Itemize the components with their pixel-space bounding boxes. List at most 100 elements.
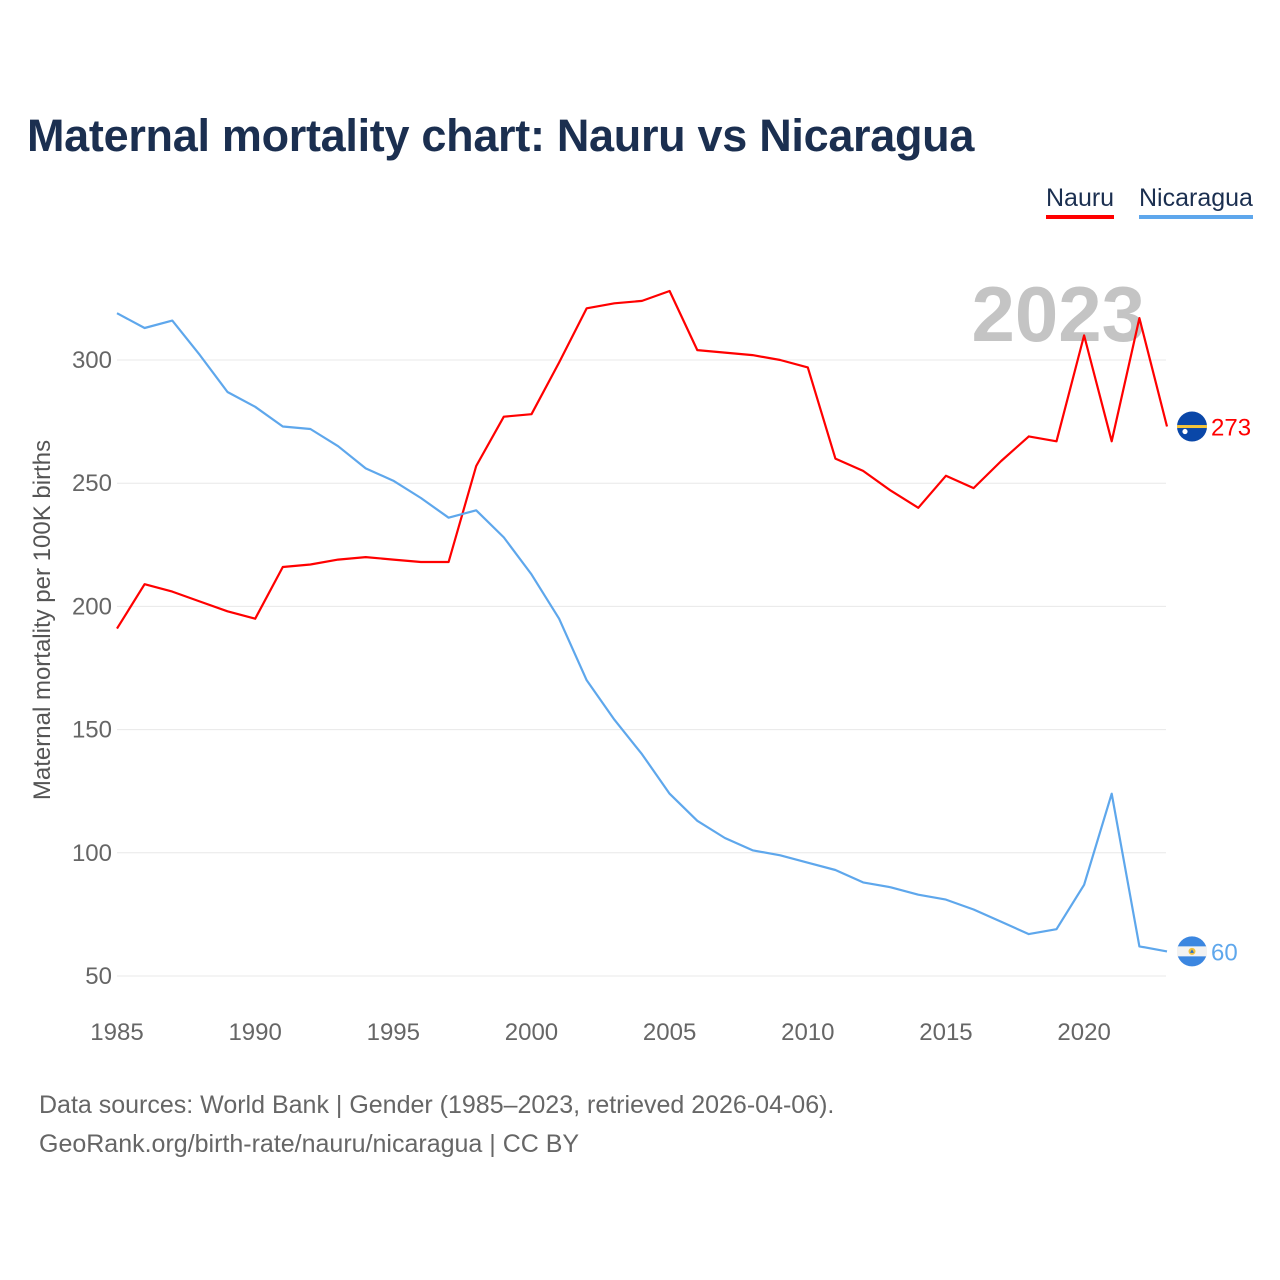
data-point	[861, 880, 865, 884]
data-point	[529, 412, 533, 416]
x-tick-label: 2010	[781, 1019, 834, 1046]
chart-title: Maternal mortality chart: Nauru vs Nicar…	[27, 110, 975, 161]
data-point	[751, 353, 755, 357]
y-tick-label: 300	[72, 347, 112, 374]
data-point	[833, 868, 837, 872]
data-point	[226, 609, 230, 613]
data-point	[695, 819, 699, 823]
x-tick-label: 2000	[505, 1019, 558, 1046]
data-point	[861, 469, 865, 473]
data-point	[585, 306, 589, 310]
source-url-text[interactable]: GeoRank.org/birth-rate/nauru/nicaragua |…	[39, 1130, 580, 1158]
data-point	[999, 920, 1003, 924]
data-point	[308, 563, 312, 567]
data-point	[640, 299, 644, 303]
data-point	[447, 516, 451, 520]
data-point	[474, 464, 478, 468]
data-point	[253, 405, 257, 409]
data-point	[806, 861, 810, 865]
series-line-nauru	[116, 289, 1169, 630]
data-point	[944, 474, 948, 478]
data-point	[364, 466, 368, 470]
y-tick-label: 250	[72, 470, 112, 497]
series-line-nicaragua	[116, 312, 1168, 953]
end-value-label: 60	[1211, 939, 1238, 966]
data-point	[529, 572, 533, 576]
data-point	[336, 444, 340, 448]
nicaragua-flag-icon	[1177, 936, 1207, 967]
data-point	[170, 319, 174, 323]
data-point	[999, 459, 1003, 463]
data-point	[778, 853, 782, 857]
data-point	[143, 582, 147, 586]
data-point	[1110, 792, 1114, 796]
legend-nicaragua[interactable]: Nicaragua	[1139, 184, 1253, 219]
data-point	[889, 489, 893, 493]
data-point	[281, 565, 285, 569]
data-point	[972, 907, 976, 911]
data-point	[640, 752, 644, 756]
data-point	[115, 627, 119, 631]
nauru-flag-icon	[1177, 411, 1207, 442]
legend-nauru[interactable]: Nauru	[1046, 184, 1115, 219]
y-tick-label: 100	[72, 840, 112, 867]
x-tick-label: 1995	[367, 1019, 420, 1046]
data-point	[1165, 425, 1169, 429]
data-point	[751, 848, 755, 852]
data-point	[198, 599, 202, 603]
data-point	[226, 390, 230, 394]
data-point	[364, 555, 368, 559]
x-tick-label: 1985	[90, 1019, 143, 1046]
x-tick-label: 2005	[643, 1019, 696, 1046]
data-point	[1054, 927, 1058, 931]
year-watermark: 2023	[971, 270, 1145, 358]
data-point	[419, 496, 423, 500]
data-point	[972, 486, 976, 490]
y-axis-label: Maternal mortality per 100K births	[29, 440, 56, 800]
y-tick-label: 200	[72, 593, 112, 620]
data-point	[612, 718, 616, 722]
data-point	[723, 836, 727, 840]
data-point	[1137, 944, 1141, 948]
y-tick-label: 50	[85, 963, 112, 990]
data-point	[474, 508, 478, 512]
x-tick-label: 2020	[1057, 1019, 1110, 1046]
data-point	[391, 479, 395, 483]
data-point	[944, 898, 948, 902]
data-point	[308, 427, 312, 431]
data-point	[502, 415, 506, 419]
data-point	[668, 792, 672, 796]
data-point	[115, 311, 119, 315]
data-point	[668, 289, 672, 293]
data-point	[833, 457, 837, 461]
data-point	[806, 365, 810, 369]
data-point	[557, 360, 561, 364]
data-point	[889, 885, 893, 889]
x-tick-label: 2015	[919, 1019, 972, 1046]
data-point	[253, 617, 257, 621]
data-point	[1137, 316, 1141, 320]
data-point	[916, 893, 920, 897]
data-point	[419, 560, 423, 564]
data-point	[198, 353, 202, 357]
end-value-label: 273	[1211, 415, 1251, 442]
data-point	[143, 326, 147, 330]
data-point	[1082, 883, 1086, 887]
data-point	[695, 348, 699, 352]
data-point	[1110, 439, 1114, 443]
data-point	[585, 678, 589, 682]
footer: Data sources: World Bank | Gender (1985–…	[39, 1086, 834, 1164]
data-point	[170, 590, 174, 594]
y-tick-label: 150	[72, 717, 112, 744]
x-tick-label: 1990	[228, 1019, 281, 1046]
data-point	[336, 558, 340, 562]
data-point	[502, 535, 506, 539]
data-point	[1054, 439, 1058, 443]
data-source-text: Data sources: World Bank | Gender (1985–…	[39, 1091, 835, 1119]
data-point	[778, 358, 782, 362]
data-point	[612, 301, 616, 305]
data-point	[916, 506, 920, 510]
data-point	[1082, 333, 1086, 337]
data-point	[1165, 949, 1169, 953]
